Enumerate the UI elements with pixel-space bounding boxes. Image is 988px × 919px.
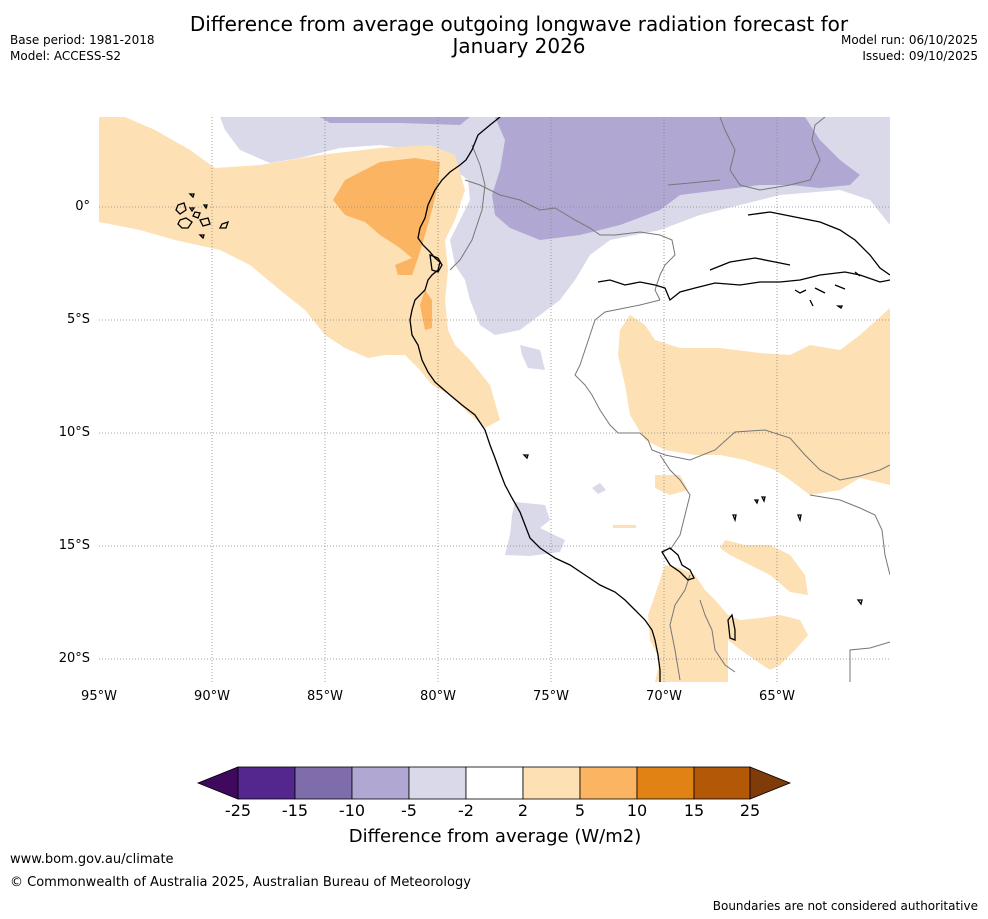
anomaly-region-light-purple-patch (520, 345, 545, 370)
colorbar-tick: -15 (281, 801, 309, 820)
colorbar-swatch-below-25 (196, 766, 239, 800)
colorbar-title: Difference from average (W/m2) (348, 826, 642, 847)
colorbar-swatch-25-15 (237, 766, 296, 800)
colorbar-tick: -2 (458, 801, 474, 820)
base-period: Base period: 1981-2018 (10, 33, 155, 47)
lat-label-0: 0° (75, 199, 90, 214)
issued-date: Issued: 09/10/2025 (862, 49, 978, 63)
model-name: Model: ACCESS-S2 (10, 49, 122, 63)
colorbar-tick: -25 (224, 801, 252, 820)
colorbar-tick: 25 (739, 801, 761, 820)
anomaly-region-mid-purple-north (320, 117, 860, 240)
lon-label-70w: 70°W (646, 689, 682, 704)
anomaly-region-mid-orange-west (333, 158, 440, 330)
lon-label-90w: 90°W (194, 689, 230, 704)
anomaly-region-light-orange-patch-b (613, 525, 636, 528)
colorbar-tick: -5 (401, 801, 417, 820)
country-borders (449, 117, 890, 682)
title-line-2: January 2026 (452, 34, 586, 58)
lon-label-95w: 95°W (81, 689, 117, 704)
lon-label-75w: 75°W (533, 689, 569, 704)
colorbar-swatch-5-10 (579, 766, 638, 800)
lat-label-15s: 15°S (58, 538, 90, 553)
colorbar-swatch-above-25 (749, 766, 792, 800)
anomaly-region-light-orange-patch-c (720, 540, 808, 595)
meta-left: Base period: 1981-2018 Model: ACCESS-S2 (10, 32, 155, 64)
colorbar-swatch-15-10 (294, 766, 353, 800)
colorbar-tick: 10 (626, 801, 648, 820)
model-run: Model run: 06/10/2025 (840, 33, 978, 47)
graticule (99, 117, 890, 682)
lon-label-85w: 85°W (307, 689, 343, 704)
lon-label-65w: 65°W (759, 689, 795, 704)
colorbar-swatch-10-15 (636, 766, 695, 800)
colorbar-swatch-10-5 (351, 766, 410, 800)
colorbar-tick: 2 (517, 801, 529, 820)
anomaly-region-light-orange-east (618, 308, 890, 495)
coastline (175, 117, 890, 682)
colorbar-tick: 5 (574, 801, 586, 820)
colorbar (196, 766, 792, 800)
chart-title: Difference from average outgoing longwav… (0, 13, 988, 57)
lat-label-5s: 5°S (66, 312, 90, 327)
lat-label-10s: 10°S (58, 425, 90, 440)
footer-url[interactable]: www.bom.gov.au/climate (10, 852, 174, 867)
lat-label-20s: 20°S (58, 651, 90, 666)
colorbar-swatch-15-25 (693, 766, 751, 800)
title-line-1: Difference from average outgoing longwav… (189, 12, 849, 36)
lon-label-80w: 80°W (420, 689, 456, 704)
colorbar-swatch-2-5 (522, 766, 581, 800)
colorbar-tick: 15 (683, 801, 705, 820)
colorbar-tick: -10 (338, 801, 366, 820)
colorbar-swatch-2-2 (465, 766, 524, 800)
footer-copyright: © Commonwealth of Australia 2025, Austra… (10, 875, 471, 890)
footer-disclaimer: Boundaries are not considered authoritat… (712, 899, 978, 913)
colorbar-swatch-5-2 (408, 766, 467, 800)
meta-right: Model run: 06/10/2025 Issued: 09/10/2025 (841, 32, 978, 64)
map-area (99, 117, 890, 682)
